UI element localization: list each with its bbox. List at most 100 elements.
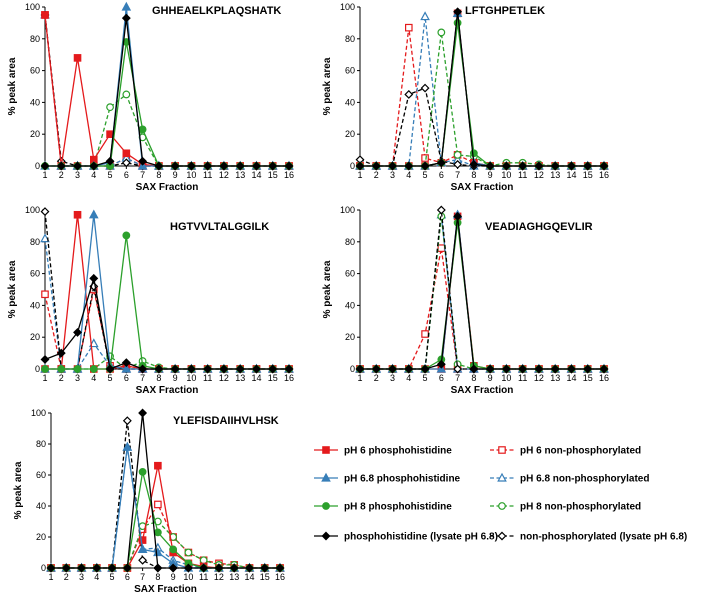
series-line [360, 22, 604, 167]
legend-label: pH 6.8 phosphohistidine [344, 474, 461, 485]
data-point [485, 364, 495, 374]
series-line [360, 11, 604, 167]
legend-item-ph68-phos: pH 6.8 phosphohistidine [314, 472, 461, 485]
legend-label: pH 6 non-phosphorylated [520, 446, 641, 457]
series-ph6-phos [41, 11, 293, 170]
data-point [219, 161, 229, 171]
data-point [138, 364, 148, 374]
data-point [583, 364, 593, 374]
legend-item-ph6-non: pH 6 non-phosphorylated [490, 446, 641, 457]
panel-title: VEADIAGHGQEVLIR [485, 221, 593, 233]
series-line [44, 14, 289, 167]
y-tick-label: 0 [35, 161, 40, 171]
data-point [404, 161, 414, 171]
x-tick-label: 3 [390, 170, 395, 180]
x-tick-label: 14 [566, 373, 576, 383]
data-point [138, 468, 147, 476]
data-point [518, 161, 528, 171]
x-tick-label: 11 [518, 373, 527, 383]
y-tick-label: 80 [36, 439, 46, 449]
series-ph6-non [356, 23, 608, 170]
series-line [360, 214, 604, 370]
x-tick-label: 16 [599, 373, 609, 383]
data-point [371, 161, 381, 171]
data-point [154, 364, 164, 374]
data-point [121, 363, 132, 373]
legend-label: pH 6.8 non-phosphorylated [520, 474, 649, 485]
series-line [360, 216, 604, 370]
y-tick-label: 60 [30, 66, 40, 76]
y-tick-label: 40 [345, 300, 355, 310]
y-tick-label: 20 [30, 332, 40, 342]
x-tick-label: 10 [501, 170, 511, 180]
y-tick-label: 40 [345, 97, 355, 107]
series-line [360, 16, 604, 167]
x-axis-title: SAX Fraction [451, 182, 514, 193]
data-point [550, 161, 560, 171]
legend-marker [497, 531, 507, 541]
data-point [485, 161, 495, 171]
data-point [56, 348, 66, 358]
data-point [186, 161, 196, 171]
series-lys-non [46, 416, 285, 573]
data-point [388, 364, 397, 374]
data-point [235, 364, 245, 374]
x-tick-label: 10 [501, 373, 511, 383]
y-tick-label: 80 [30, 237, 40, 247]
x-tick-label: 12 [214, 572, 224, 582]
x-axis-title: SAX Fraction [136, 182, 199, 193]
data-point [154, 500, 162, 509]
data-point [469, 364, 479, 374]
x-tick-label: 11 [199, 572, 208, 582]
series-line [51, 412, 280, 569]
x-tick-label: 14 [251, 373, 261, 383]
x-tick-label: 8 [155, 572, 160, 582]
legend-marker [497, 472, 507, 482]
x-tick-label: 1 [357, 170, 362, 180]
data-point [184, 548, 193, 557]
x-tick-label: 16 [275, 572, 285, 582]
data-point [73, 210, 82, 219]
y-tick-label: 20 [36, 532, 46, 542]
data-point [122, 149, 131, 158]
legend-item-ph8-phos: pH 8 phosphohistidine [314, 502, 452, 513]
legend-item-ph68-non: pH 6.8 non-phosphorylated [490, 472, 649, 485]
data-point [40, 161, 50, 171]
data-point [121, 1, 132, 11]
legend-item-lys-non: non-phosphorylated (lysate pH 6.8) [490, 532, 687, 543]
x-tick-label: 9 [173, 373, 178, 383]
x-tick-label: 4 [406, 373, 411, 383]
y-tick-label: 40 [30, 97, 40, 107]
data-point [599, 364, 609, 374]
data-point [73, 161, 82, 171]
data-point [61, 563, 71, 573]
series-line [360, 214, 604, 370]
x-tick-label: 1 [48, 572, 53, 582]
series-line [51, 420, 280, 569]
series-line [44, 14, 289, 167]
series-ph8-phos [356, 218, 608, 373]
y-tick-label: 0 [35, 364, 40, 374]
x-tick-label: 11 [518, 170, 527, 180]
series-line [360, 248, 604, 370]
y-axis-title: % peak area [322, 57, 333, 115]
x-tick-label: 14 [251, 170, 261, 180]
x-tick-label: 9 [488, 373, 493, 383]
x-tick-label: 10 [183, 572, 193, 582]
data-point [583, 161, 593, 171]
legend: pH 6 phosphohistidine pH 6 non-phosphoryl… [314, 446, 687, 543]
data-point [186, 364, 196, 374]
y-axis-title: % peak area [13, 461, 24, 519]
x-tick-label: 3 [75, 170, 80, 180]
data-point [89, 273, 99, 283]
series-lys-phos [355, 7, 609, 171]
data-point [153, 563, 163, 573]
panel-title: HGTVVLTALGGILK [170, 221, 269, 233]
data-point [154, 461, 162, 470]
data-point [501, 161, 511, 171]
series-line [51, 520, 280, 569]
data-point [138, 536, 147, 544]
